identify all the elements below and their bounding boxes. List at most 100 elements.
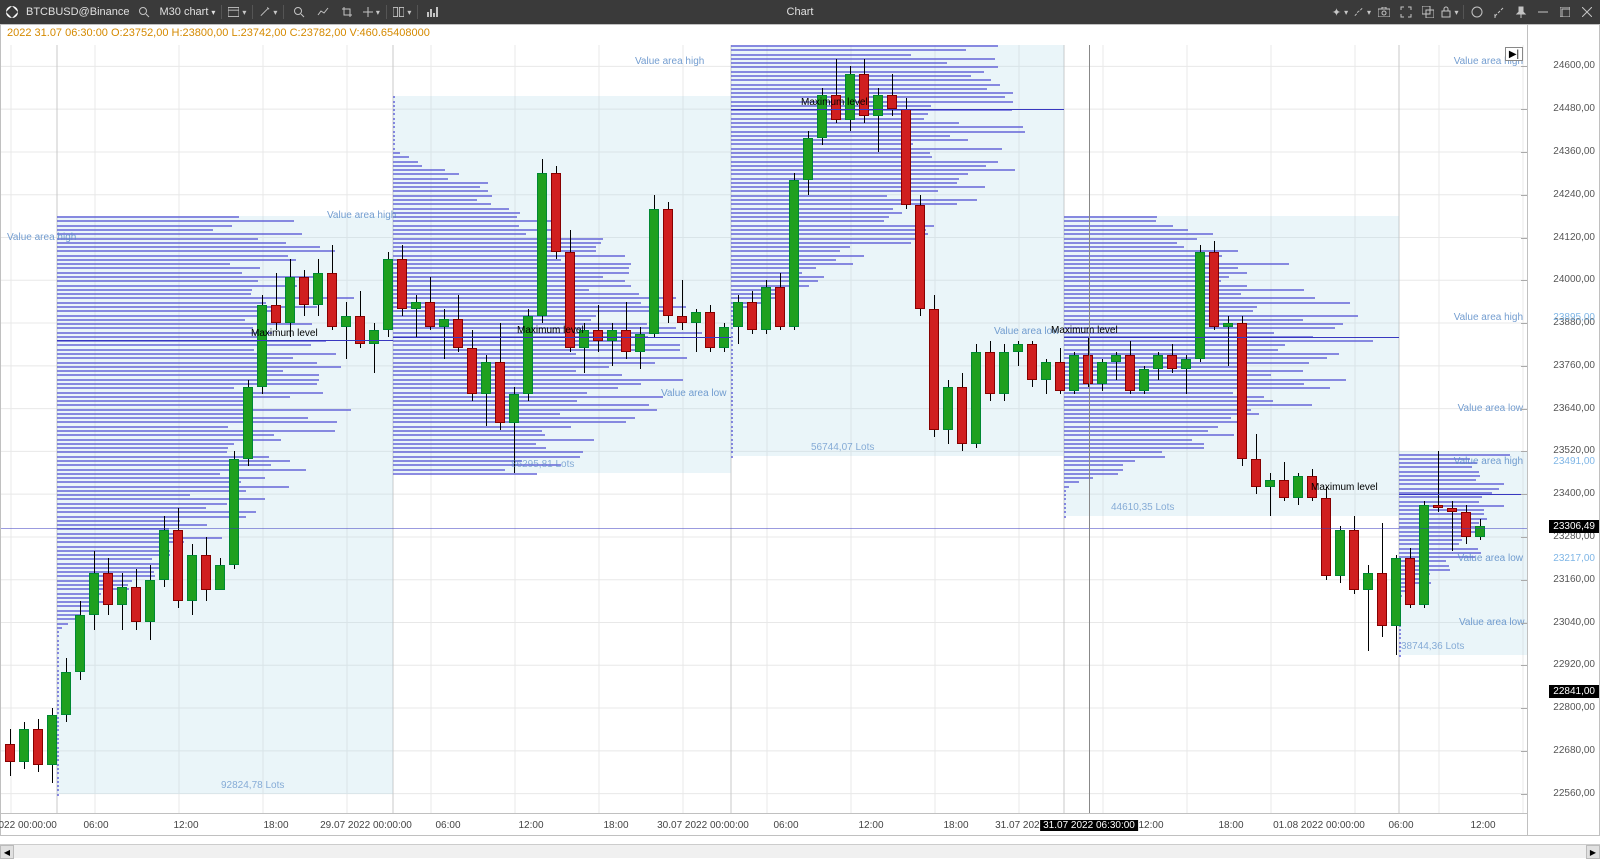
candle <box>33 729 43 765</box>
search-icon[interactable] <box>135 3 153 21</box>
candle <box>1139 369 1149 390</box>
scroll-left-button[interactable]: ◀ <box>0 845 14 859</box>
candle <box>1209 252 1219 327</box>
link-icon[interactable] <box>1353 3 1371 21</box>
value-area-label: Value area high <box>1454 312 1523 323</box>
candle <box>481 362 491 394</box>
lock-icon[interactable] <box>1441 3 1459 21</box>
candle <box>775 287 785 326</box>
time-tick: 12:00 <box>173 820 198 831</box>
candle <box>915 205 925 308</box>
lots-label: 38744,36 Lots <box>1401 641 1464 652</box>
window-title: Chart <box>787 6 814 18</box>
candle <box>1125 355 1135 391</box>
lots-label: 44610,35 Lots <box>1111 502 1174 513</box>
indicator-icon[interactable] <box>314 3 332 21</box>
window-layout-icon[interactable] <box>393 3 411 21</box>
candle <box>1069 355 1079 391</box>
app-logo-icon <box>4 4 20 20</box>
candle <box>173 530 183 601</box>
maximize-icon[interactable] <box>1556 3 1574 21</box>
candle <box>1377 573 1387 626</box>
candle <box>1195 252 1205 359</box>
candle <box>677 316 687 323</box>
candle <box>285 277 295 323</box>
volume-bars-icon[interactable] <box>424 3 442 21</box>
scroll-right-button[interactable]: ▶ <box>1586 845 1600 859</box>
time-tick: 12:00 <box>1138 820 1163 831</box>
copy-icon[interactable] <box>1419 3 1437 21</box>
candle <box>901 109 911 205</box>
candle <box>327 273 337 326</box>
crop-icon[interactable] <box>338 3 356 21</box>
candle <box>313 273 323 305</box>
candle <box>1167 355 1177 369</box>
price-axis[interactable]: 24600,0024480,0024360,0024240,0024120,00… <box>1527 25 1599 835</box>
candle <box>957 387 967 444</box>
lots-label: 92824,78 Lots <box>221 780 284 791</box>
draw-tool-icon[interactable] <box>259 3 277 21</box>
candle <box>1083 355 1093 384</box>
camera-icon[interactable] <box>1375 3 1393 21</box>
time-tick: 31.07 2022 06:30:00 <box>1040 820 1138 831</box>
candle <box>761 287 771 330</box>
candle <box>1153 355 1163 369</box>
candle <box>663 209 673 316</box>
candle <box>607 330 617 341</box>
candle <box>1251 459 1261 488</box>
minimize-icon[interactable] <box>1534 3 1552 21</box>
settings-icon[interactable] <box>1490 3 1508 21</box>
candle <box>117 587 127 605</box>
magic-wand-icon[interactable]: ✦ <box>1331 3 1349 21</box>
time-tick: 01.08 2022 00:00:00 <box>1273 820 1365 831</box>
symbol-label[interactable]: BTCBUSD@Binance <box>26 6 129 18</box>
candle <box>187 555 197 601</box>
candle <box>19 729 29 761</box>
chart-area[interactable]: 2022 31.07 06:30:00 O:23752,00 H:23800,0… <box>0 24 1600 836</box>
scroll-to-end-button[interactable]: ▶| <box>1505 47 1523 61</box>
time-tick: 18:00 <box>943 820 968 831</box>
candle <box>999 352 1009 395</box>
poc-label: Maximum level <box>1051 325 1118 336</box>
candle <box>439 319 449 326</box>
time-tick: 06:00 <box>773 820 798 831</box>
candle <box>705 312 715 348</box>
candle <box>1279 480 1289 498</box>
circle-icon[interactable] <box>1468 3 1486 21</box>
time-tick: 06:00 <box>1388 820 1413 831</box>
candle <box>145 580 155 623</box>
time-tick: 12:00 <box>1470 820 1495 831</box>
candle <box>89 573 99 616</box>
close-icon[interactable] <box>1578 3 1596 21</box>
candle <box>943 387 953 430</box>
candle <box>467 348 477 394</box>
candle <box>495 362 505 423</box>
candle <box>397 259 407 309</box>
candle <box>1181 359 1191 370</box>
panel-layout-icon[interactable] <box>228 3 246 21</box>
candle <box>103 573 113 605</box>
pin-icon[interactable] <box>1512 3 1530 21</box>
price-tag: 23306,49 <box>1549 520 1599 533</box>
time-tick: 12:00 <box>518 820 543 831</box>
candle <box>271 305 281 323</box>
candle <box>733 302 743 327</box>
horizontal-scrollbar[interactable]: ◀ ▶ <box>0 844 1600 858</box>
candle <box>75 615 85 672</box>
add-icon[interactable] <box>362 3 380 21</box>
candle <box>5 744 15 762</box>
candle <box>621 330 631 351</box>
poc-label: Maximum level <box>801 97 868 108</box>
time-tick: 18:00 <box>263 820 288 831</box>
value-area-label: Value area low <box>1458 403 1523 414</box>
value-area-label: Value area high <box>1454 456 1523 467</box>
zoom-icon[interactable] <box>290 3 308 21</box>
fullscreen-icon[interactable] <box>1397 3 1415 21</box>
poc-label: Maximum level <box>517 325 584 336</box>
timeframe-dropdown[interactable]: M30 chart <box>159 6 215 18</box>
time-tick: 30.07 2022 00:00:00 <box>657 820 749 831</box>
candle <box>1335 530 1345 576</box>
candle <box>215 565 225 590</box>
time-axis[interactable]: 28.07 2022 00:00:0006:0012:0018:0029.07 … <box>1 813 1527 835</box>
price-tag: 22841,00 <box>1549 685 1599 698</box>
